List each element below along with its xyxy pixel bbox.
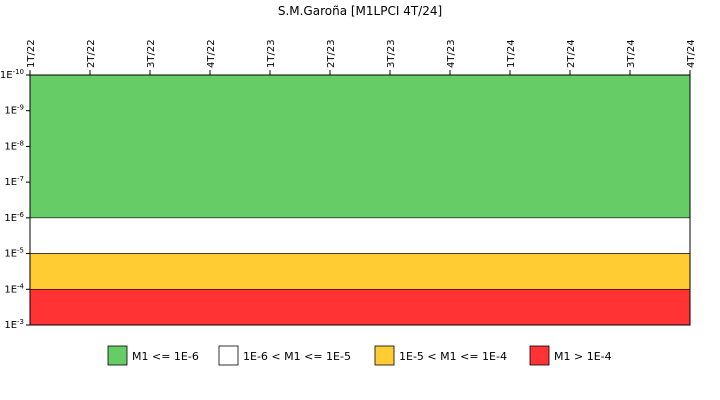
legend-swatch-2 xyxy=(374,345,395,366)
x-tick-label: 1T/23 xyxy=(266,39,277,68)
x-tick-label: 1T/22 xyxy=(26,39,37,68)
legend-label-1: 1E-6 < M1 <= 1E-5 xyxy=(243,350,351,363)
y-tick-label: 1E-4 xyxy=(4,282,24,295)
x-tick-label: 3T/22 xyxy=(146,39,157,68)
x-tick-label: 3T/24 xyxy=(626,39,637,68)
y-tick-label: 1E-6 xyxy=(4,211,24,224)
y-tick-label: 1E-5 xyxy=(4,247,24,260)
x-tick-label: 2T/23 xyxy=(326,39,337,68)
y-tick-label: 1E-3 xyxy=(4,318,24,331)
legend-label-2: 1E-5 < M1 <= 1E-4 xyxy=(399,350,507,363)
band-1 xyxy=(29,217,691,254)
x-tick-label: 4T/23 xyxy=(446,39,457,68)
x-tick-label: 4T/24 xyxy=(686,39,697,68)
y-tick-label: 1E-7 xyxy=(4,175,24,188)
y-tick-label: 1E-8 xyxy=(4,139,24,152)
y-tick-label: 1E-10 xyxy=(0,68,24,81)
y-tick-label: 1E-9 xyxy=(4,104,24,117)
legend-swatch-3 xyxy=(529,345,550,366)
x-tick-label: 2T/24 xyxy=(566,39,577,68)
band-3 xyxy=(29,288,691,326)
legend-swatch-1 xyxy=(218,345,239,366)
x-tick-label: 1T/24 xyxy=(506,39,517,68)
x-axis: 1T/22 2T/22 3T/22 4T/22 1T/23 2T/23 3T/23 4T/23… xyxy=(26,39,697,75)
x-tick-label: 3T/23 xyxy=(386,39,397,68)
plot-frame xyxy=(29,74,691,326)
legend: M1 <= 1E-6 1E-6 < M1 <= 1E-5 1E-5 < M1 <= … xyxy=(107,345,612,366)
risk-bands xyxy=(29,74,691,326)
legend-label-0: M1 <= 1E-6 xyxy=(132,350,199,363)
x-tick-label: 2T/22 xyxy=(86,39,97,68)
x-tick-label: 4T/22 xyxy=(206,39,217,68)
band-0 xyxy=(29,74,691,219)
legend-swatch-0 xyxy=(107,345,128,366)
chart-title: S.M.Garoña [M1LPCI 4T/24] xyxy=(278,4,442,18)
legend-label-3: M1 > 1E-4 xyxy=(554,350,612,363)
y-axis: 1E-10 1E-9 1E-8 1E-7 1E-6 1E-5 1E-4 1E-3 xyxy=(0,68,30,331)
band-2 xyxy=(29,253,691,290)
